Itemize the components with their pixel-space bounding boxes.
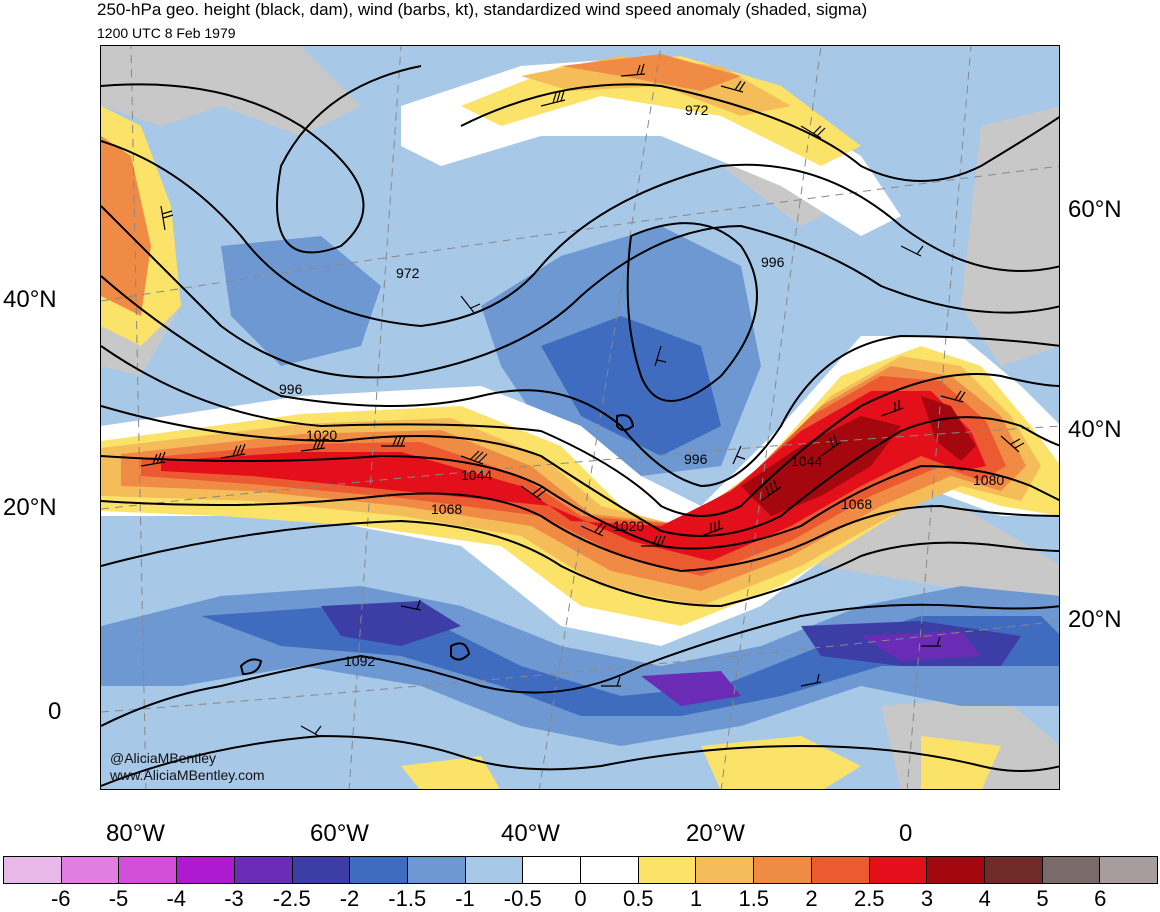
colorbar-tick-label: 6 xyxy=(1094,886,1107,911)
contour-label: 1044 xyxy=(791,453,823,469)
contour-label: 1068 xyxy=(841,496,873,512)
colorbar-swatch xyxy=(234,857,293,883)
lon-label: 0 xyxy=(899,820,913,847)
contour-label: 1092 xyxy=(344,653,376,669)
graticule xyxy=(101,46,1059,789)
colorbar-tick-label: -0.5 xyxy=(503,886,542,911)
lat-label-left: 20°N xyxy=(3,494,57,521)
lon-label: 80°W xyxy=(106,820,165,847)
colorbar-tick-label: 2 xyxy=(805,886,818,911)
colorbar-tick-label: -4 xyxy=(166,886,187,911)
colorbar-tick-label: 3 xyxy=(920,886,934,911)
map-canvas xyxy=(101,46,1059,789)
contour-label: 1068 xyxy=(431,501,463,517)
contour-label: 1044 xyxy=(461,467,493,483)
colorbar-swatch xyxy=(119,857,178,883)
colorbar-tick-label: 1.5 xyxy=(738,886,770,911)
colorbar-swatch xyxy=(696,857,755,883)
contour-label: 1020 xyxy=(613,518,645,534)
map-subtitle: 1200 UTC 8 Feb 1979 xyxy=(97,25,236,41)
colorbar-tick-label: 0.5 xyxy=(622,886,654,911)
colorbar-tick-label: -3 xyxy=(224,886,244,911)
colorbar-tick-label: 4 xyxy=(978,886,991,911)
colorbar-tick-label: -1.5 xyxy=(388,886,427,911)
lat-label-left: 0 xyxy=(48,698,62,725)
colorbar xyxy=(3,856,1158,884)
colorbar-swatch xyxy=(523,857,582,883)
lat-label-left: 40°N xyxy=(3,286,57,313)
contour-label: 972 xyxy=(396,265,420,281)
colorbar-tick-label: 5 xyxy=(1036,886,1049,911)
contour-label: 1080 xyxy=(973,472,1005,488)
colorbar-tick-label: -2 xyxy=(339,886,360,911)
colorbar-swatch xyxy=(292,857,351,883)
colorbar-swatch xyxy=(1100,857,1158,883)
colorbar-tick-label: -5 xyxy=(108,886,129,911)
colorbar-swatch xyxy=(177,857,235,883)
colorbar-swatch xyxy=(869,857,928,883)
colorbar-swatch xyxy=(984,857,1043,883)
contour-label: 996 xyxy=(684,451,708,467)
contour-label: 996 xyxy=(761,254,785,270)
colorbar-swatch xyxy=(1042,857,1101,883)
colorbar-tick-label: -1 xyxy=(455,886,475,911)
lat-label-right: 20°N xyxy=(1068,606,1122,633)
contour-label: 1020 xyxy=(306,427,338,443)
colorbar-swatch xyxy=(811,857,870,883)
lon-label: 60°W xyxy=(310,820,369,847)
lon-label: 20°W xyxy=(686,820,745,847)
colorbar-tick-label: -6 xyxy=(50,886,71,911)
credit-handle: @AliciaMBentley xyxy=(110,750,217,766)
lat-label-right: 40°N xyxy=(1068,416,1122,443)
colorbar-swatch xyxy=(638,857,697,883)
lon-label: 40°W xyxy=(501,820,560,847)
anomaly-shading xyxy=(101,46,1059,789)
wind-barbs xyxy=(140,63,1025,737)
colorbar-tick-label: -2.5 xyxy=(272,886,311,911)
colorbar-tick-label: 2.5 xyxy=(853,886,885,911)
lat-label-right: 60°N xyxy=(1068,196,1122,223)
colorbar-ticks: -6 -5 -4 -3 -2.5 -2 -1.5 -1 -0.5 0 0.5 1 1.5 2 2.5 3 4 5 6 xyxy=(0,884,1160,912)
colorbar-swatch xyxy=(61,857,120,883)
colorbar-tick-label: 0 xyxy=(574,886,587,911)
credit-url: www.AliciaMBentley.com xyxy=(110,767,265,783)
colorbar-swatch xyxy=(754,857,812,883)
colorbar-swatch xyxy=(465,857,524,883)
colorbar-swatch xyxy=(4,857,62,883)
map-title: 250-hPa geo. height (black, dam), wind (… xyxy=(97,0,868,19)
map-panel: 972 972 996 996 996 1020 1020 1044 1044 … xyxy=(100,45,1060,790)
contour-label: 972 xyxy=(685,102,709,118)
contour-label: 996 xyxy=(279,381,303,397)
colorbar-swatch xyxy=(350,857,408,883)
geopotential-height-contours xyxy=(101,65,1059,787)
colorbar-swatch xyxy=(407,857,466,883)
colorbar-tick-label: 1 xyxy=(689,886,703,911)
colorbar-swatch xyxy=(581,857,639,883)
colorbar-swatch xyxy=(927,857,985,883)
